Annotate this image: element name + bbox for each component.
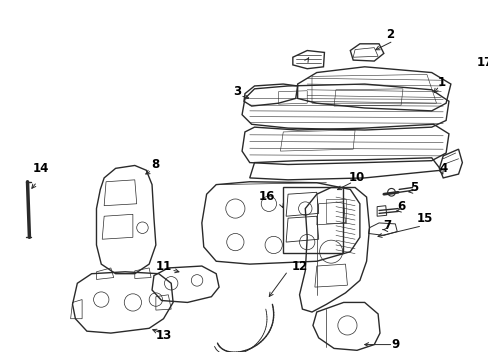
- Text: 2: 2: [386, 28, 394, 41]
- Text: 16: 16: [258, 190, 275, 203]
- Text: 7: 7: [383, 219, 391, 232]
- Text: 10: 10: [348, 171, 365, 184]
- Bar: [283, 188, 342, 253]
- Text: 15: 15: [416, 212, 432, 225]
- Text: 5: 5: [409, 181, 418, 194]
- Text: 9: 9: [390, 338, 399, 351]
- Text: 6: 6: [396, 200, 405, 213]
- Text: 12: 12: [291, 260, 307, 273]
- Text: 3: 3: [233, 85, 241, 98]
- Text: 11: 11: [155, 260, 171, 273]
- Text: 17: 17: [475, 57, 488, 69]
- Text: 1: 1: [436, 76, 445, 89]
- Text: 14: 14: [33, 162, 49, 175]
- Text: 8: 8: [151, 158, 160, 171]
- Text: 4: 4: [438, 162, 447, 175]
- Text: 13: 13: [155, 329, 171, 342]
